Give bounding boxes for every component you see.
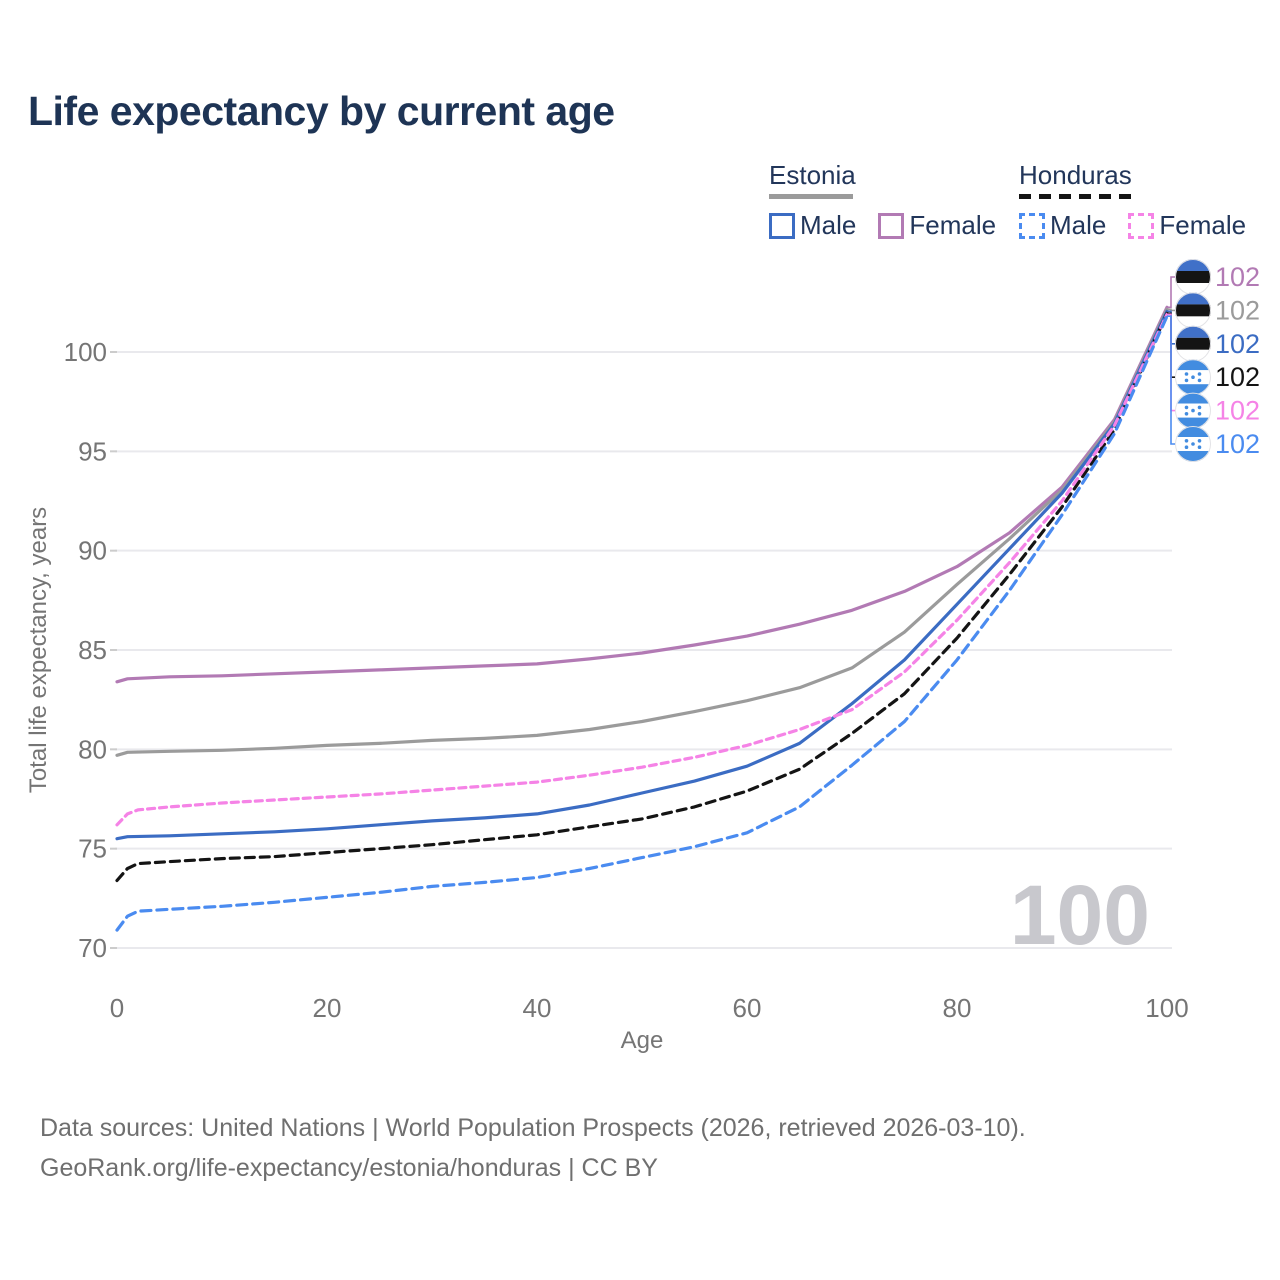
series-line-honduras-both-sexes-[interactable] bbox=[115, 311, 1169, 883]
end-value-label: 102 bbox=[1215, 362, 1260, 392]
legend-label: Male bbox=[1050, 210, 1107, 240]
footer: Data sources: United Nations | World Pop… bbox=[40, 1108, 1026, 1188]
xtick-label: 0 bbox=[110, 993, 124, 1023]
legend-country-estonia: Estonia bbox=[769, 160, 856, 190]
estonia-male-swatch-icon bbox=[769, 212, 795, 239]
attribution-text: GeoRank.org/life-expectancy/estonia/hond… bbox=[40, 1154, 658, 1182]
end-value-label: 102 bbox=[1215, 429, 1260, 459]
legend-item-estonia-female[interactable]: Female bbox=[878, 210, 996, 241]
legend-group-estonia: Estonia Male Female bbox=[769, 160, 996, 241]
legend-group-honduras: Honduras Male Female bbox=[1019, 160, 1246, 241]
xtick-label: 100 bbox=[1145, 993, 1188, 1023]
end-label-leader-line bbox=[1167, 276, 1175, 309]
ytick-label: 75 bbox=[78, 834, 107, 864]
xtick-label: 40 bbox=[523, 993, 552, 1023]
data-sources-text: Data sources: United Nations | World Pop… bbox=[40, 1114, 1026, 1142]
flag-circle-outline bbox=[1175, 426, 1211, 462]
honduras-flag-icon bbox=[1175, 359, 1211, 396]
legend-country-honduras: Honduras bbox=[1019, 160, 1132, 190]
honduras-flag-icon bbox=[1175, 392, 1211, 429]
legend-item-honduras-male[interactable]: Male bbox=[1019, 210, 1106, 241]
end-value-label: 102 bbox=[1215, 396, 1260, 426]
end-label-leader-line bbox=[1167, 308, 1175, 312]
xtick-label: 20 bbox=[313, 993, 342, 1023]
series-line-estonia-both-sexes-[interactable] bbox=[115, 307, 1169, 757]
end-value-label: 102 bbox=[1215, 262, 1260, 292]
page-title: Life expectancy by current age bbox=[28, 88, 615, 134]
legend-item-honduras-female[interactable]: Female bbox=[1128, 210, 1246, 241]
ytick-label: 95 bbox=[78, 436, 107, 466]
ytick-label: 100 bbox=[64, 337, 107, 367]
legend-label: Male bbox=[800, 210, 857, 240]
honduras-male-swatch-icon bbox=[1019, 212, 1045, 239]
series-line-estonia-female[interactable] bbox=[115, 305, 1169, 684]
legend-label: Female bbox=[1159, 210, 1247, 240]
ytick-label: 90 bbox=[78, 536, 107, 566]
ytick-label: 70 bbox=[78, 933, 107, 963]
honduras-female-swatch-icon bbox=[1128, 212, 1155, 239]
series-line-estonia-male[interactable] bbox=[115, 309, 1169, 841]
series-line-honduras-female[interactable] bbox=[115, 312, 1169, 827]
estonia-female-swatch-icon bbox=[878, 212, 905, 239]
hover-age-watermark: 100 bbox=[1010, 868, 1150, 962]
series-line-honduras-male[interactable] bbox=[115, 314, 1169, 932]
honduras-flag-icon bbox=[1175, 426, 1211, 462]
honduras-line-style-sample bbox=[1019, 194, 1137, 199]
end-value-label: 102 bbox=[1215, 329, 1260, 359]
ytick-label: 80 bbox=[78, 734, 107, 764]
end-value-label: 102 bbox=[1215, 295, 1260, 325]
xtick-label: 80 bbox=[943, 993, 972, 1023]
end-label-leader-line bbox=[1167, 315, 1175, 445]
x-axis-title: Age bbox=[621, 1027, 664, 1054]
legend-label: Female bbox=[909, 210, 997, 240]
y-axis-title: Total life expectancy, years bbox=[25, 507, 52, 793]
xtick-label: 60 bbox=[733, 993, 762, 1023]
ytick-label: 85 bbox=[78, 635, 107, 665]
legend-item-estonia-male[interactable]: Male bbox=[769, 210, 856, 241]
estonia-line-style-sample bbox=[769, 194, 853, 199]
